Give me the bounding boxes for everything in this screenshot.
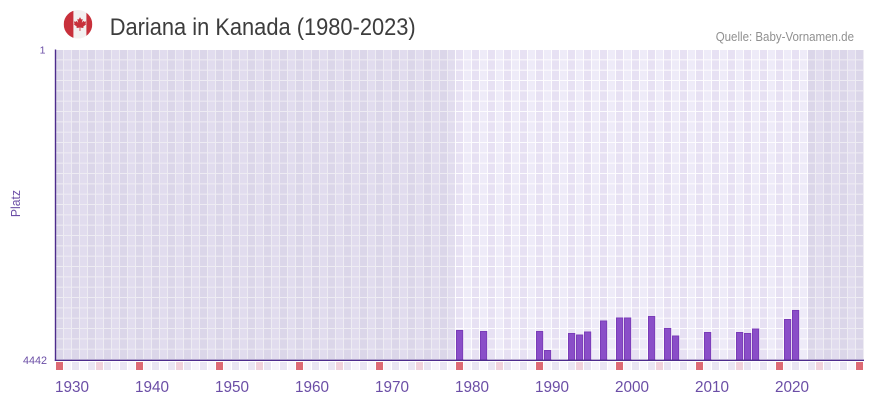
svg-text:Dariana in Kanada (1980-2023): Dariana in Kanada (1980-2023): [110, 14, 416, 41]
svg-text:1970: 1970: [375, 379, 409, 396]
svg-text:1960: 1960: [295, 379, 329, 396]
svg-text:2000: 2000: [615, 379, 649, 396]
svg-text:1980: 1980: [455, 379, 489, 396]
svg-text:1940: 1940: [135, 379, 169, 396]
svg-text:1: 1: [40, 45, 46, 57]
svg-text:1990: 1990: [535, 379, 569, 396]
svg-text:Platz: Platz: [8, 190, 23, 217]
svg-text:Quelle: Baby-Vornamen.de: Quelle: Baby-Vornamen.de: [716, 29, 854, 44]
svg-text:4442: 4442: [23, 355, 47, 367]
svg-text:2020: 2020: [775, 379, 809, 396]
svg-text:1950: 1950: [215, 379, 249, 396]
svg-text:1930: 1930: [55, 379, 89, 396]
svg-text:2010: 2010: [695, 379, 729, 396]
